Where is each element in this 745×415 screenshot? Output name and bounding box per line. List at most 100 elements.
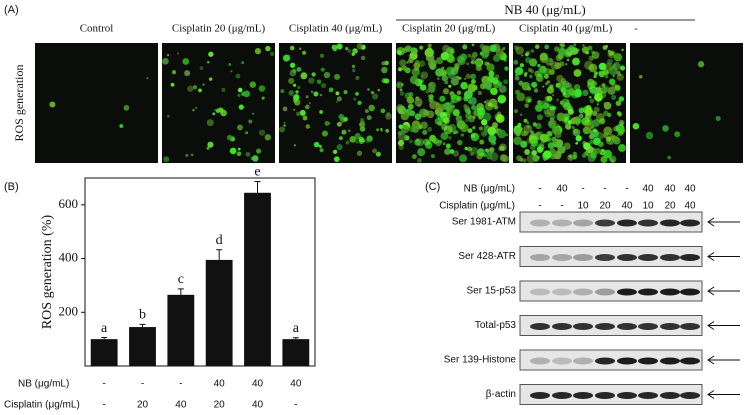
cell xyxy=(238,104,244,110)
cell xyxy=(449,149,455,154)
cell xyxy=(237,93,241,97)
cell xyxy=(457,57,466,66)
cell xyxy=(562,92,566,96)
cell xyxy=(407,103,414,110)
cell xyxy=(536,76,541,82)
cell xyxy=(618,119,625,126)
cell xyxy=(463,104,468,109)
cell xyxy=(499,143,507,152)
cell xyxy=(316,79,322,84)
blot-band xyxy=(638,288,658,296)
treatment-value: 20 xyxy=(214,400,226,411)
cell xyxy=(521,81,531,91)
cell xyxy=(212,112,216,116)
cell xyxy=(288,77,295,85)
cell xyxy=(235,73,241,79)
treatment-name: NB (μg/mL) xyxy=(464,184,515,195)
cell xyxy=(372,148,377,154)
cell xyxy=(411,154,417,160)
cell xyxy=(638,75,643,79)
error-bar xyxy=(177,288,184,295)
cell xyxy=(163,156,170,163)
cell xyxy=(415,65,418,68)
cell xyxy=(411,47,416,52)
cell xyxy=(674,131,681,138)
cell xyxy=(305,124,311,129)
cell xyxy=(472,115,476,119)
blot-band xyxy=(573,288,593,296)
cell xyxy=(611,159,615,163)
cell xyxy=(529,58,538,67)
cell xyxy=(353,97,357,101)
blot-frame xyxy=(519,280,703,302)
cell xyxy=(543,109,549,115)
cell xyxy=(529,74,533,79)
cell xyxy=(592,150,598,156)
cell xyxy=(409,52,416,60)
cell xyxy=(555,85,559,88)
cell xyxy=(241,92,245,96)
cell xyxy=(300,72,308,80)
treatment-value: 40 xyxy=(290,379,302,390)
cell xyxy=(579,109,582,112)
cell xyxy=(575,135,582,142)
cell xyxy=(423,109,430,116)
cell xyxy=(324,120,330,126)
cell xyxy=(517,67,524,74)
cell xyxy=(560,43,566,48)
blot-band xyxy=(617,219,637,227)
cell xyxy=(558,86,562,91)
cell xyxy=(381,66,388,74)
cell xyxy=(584,107,593,116)
column-label: Cisplatin 20 (μg/mL) xyxy=(172,23,266,35)
arrow xyxy=(707,252,740,261)
cell xyxy=(296,111,301,117)
cell xyxy=(470,133,476,138)
cell xyxy=(662,125,669,132)
cell xyxy=(282,54,290,62)
blot-band xyxy=(530,357,550,365)
blot-band xyxy=(680,357,700,365)
cell xyxy=(237,124,243,131)
cell xyxy=(487,75,495,84)
cell xyxy=(289,45,295,51)
micrograph xyxy=(162,43,275,163)
cell xyxy=(305,95,309,99)
cell xyxy=(397,67,403,72)
cell xyxy=(297,85,301,90)
cell xyxy=(603,149,612,159)
blot-band xyxy=(552,254,572,261)
cell xyxy=(578,107,585,114)
treatment-value: 10 xyxy=(577,201,589,212)
cell xyxy=(614,84,621,91)
cell xyxy=(293,108,296,111)
cell xyxy=(443,125,453,135)
cell xyxy=(540,100,550,110)
cell xyxy=(616,73,624,81)
cell xyxy=(467,146,473,152)
treatment-value: 40 xyxy=(684,201,696,212)
cell xyxy=(401,83,404,86)
significance-label: a xyxy=(101,321,108,336)
cell xyxy=(606,136,612,142)
cell xyxy=(396,50,402,56)
cell xyxy=(208,77,213,81)
cell xyxy=(190,153,194,157)
error-bar xyxy=(139,323,146,328)
cell xyxy=(441,75,449,82)
cell xyxy=(352,50,355,54)
blot-band xyxy=(638,323,658,330)
cell xyxy=(472,126,476,130)
cell xyxy=(559,100,564,105)
cell xyxy=(208,51,214,57)
cell xyxy=(584,121,594,131)
significance-label: d xyxy=(216,233,223,248)
cell xyxy=(320,82,327,89)
cell xyxy=(611,94,617,101)
cell xyxy=(265,45,271,52)
cell xyxy=(619,65,626,71)
cell xyxy=(283,124,286,127)
cell xyxy=(282,106,288,112)
error-bar xyxy=(254,180,261,193)
cell xyxy=(347,49,352,54)
